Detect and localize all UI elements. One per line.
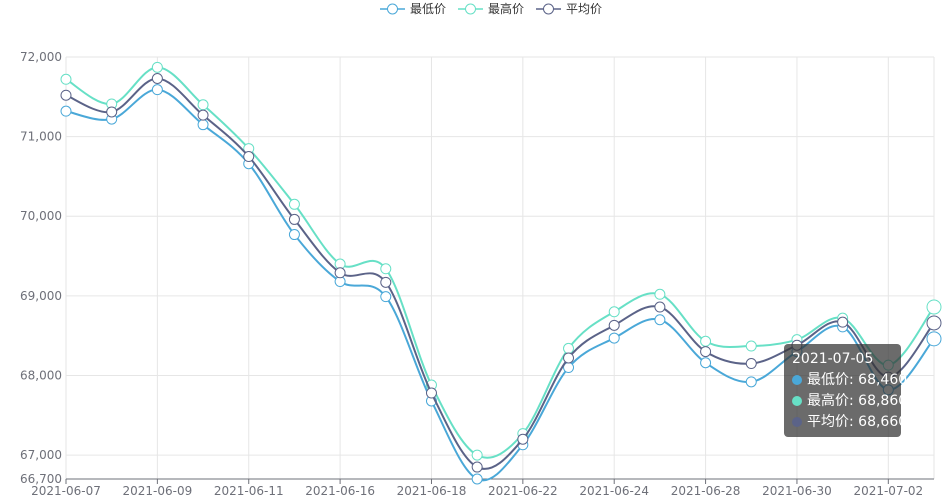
legend-label: 平均价: [566, 2, 602, 16]
x-tick-label: 2021-06-11: [214, 484, 284, 497]
tooltip-row-avg: 平均价: 68,660: [792, 412, 907, 433]
legend-marker: [465, 3, 476, 15]
tooltip-title: 2021-07-05: [792, 351, 874, 367]
data-point[interactable]: [608, 306, 620, 318]
data-point[interactable]: [106, 106, 118, 118]
data-point[interactable]: [563, 352, 575, 364]
x-tick-label: 2021-07-02: [853, 484, 923, 497]
legend-item[interactable]: 最低价: [380, 2, 446, 16]
y-tick-label: 71,000: [20, 130, 62, 144]
data-point[interactable]: [654, 301, 666, 313]
data-point[interactable]: [608, 319, 620, 331]
data-point[interactable]: [197, 99, 209, 111]
x-tick-label: 2021-06-24: [579, 484, 649, 497]
x-tick-label: 2021-06-30: [762, 484, 832, 497]
y-tick-label: 70,000: [20, 209, 62, 223]
legend-item[interactable]: 平均价: [536, 2, 602, 16]
series-color-dot: [792, 375, 802, 385]
data-point[interactable]: [517, 433, 529, 445]
series-color-dot: [792, 417, 802, 427]
data-point[interactable]: [380, 276, 392, 288]
data-point[interactable]: [471, 449, 483, 461]
data-point[interactable]: [471, 473, 483, 485]
data-point[interactable]: [425, 387, 437, 399]
tooltip-row-high: 最高价: 68,860: [792, 391, 907, 412]
x-tick-label: 2021-06-22: [488, 484, 558, 497]
legend-marker: [543, 3, 554, 15]
x-tick-label: 2021-06-18: [397, 484, 467, 497]
data-point[interactable]: [654, 288, 666, 300]
data-point[interactable]: [926, 331, 942, 347]
x-tick-label: 2021-06-16: [305, 484, 375, 497]
data-point[interactable]: [700, 357, 712, 369]
data-point[interactable]: [197, 109, 209, 121]
x-tick-label: 2021-06-28: [671, 484, 741, 497]
grid-layer: [65, 56, 935, 479]
y-tick-label: 69,000: [20, 289, 62, 303]
y-tick-label: 72,000: [20, 50, 62, 64]
x-tick-label: 2021-06-07: [31, 484, 101, 497]
data-point[interactable]: [288, 198, 300, 210]
data-point[interactable]: [471, 461, 483, 473]
data-point[interactable]: [654, 314, 666, 326]
data-point[interactable]: [151, 61, 163, 73]
data-point[interactable]: [60, 73, 72, 85]
data-point[interactable]: [837, 316, 849, 328]
y-tick-label: 66,700: [20, 472, 62, 486]
y-tick-label: 67,000: [20, 448, 62, 462]
series-layer: [60, 61, 942, 485]
data-point[interactable]: [563, 342, 575, 354]
x-tick-label: 2021-06-09: [122, 484, 192, 497]
data-point[interactable]: [60, 105, 72, 117]
data-point[interactable]: [151, 84, 163, 96]
data-point[interactable]: [608, 332, 620, 344]
data-point[interactable]: [243, 151, 255, 163]
series-color-dot: [792, 396, 802, 406]
data-point[interactable]: [197, 119, 209, 131]
data-point[interactable]: [745, 376, 757, 388]
legend-label: 最低价: [410, 2, 446, 16]
data-point[interactable]: [151, 72, 163, 84]
legend-marker: [387, 3, 398, 15]
y-tick-label: 68,000: [20, 368, 62, 382]
tooltip: 2021-07-05 最低价: 68,460 最高价: 68,860 平均价: …: [784, 344, 907, 437]
data-point[interactable]: [745, 340, 757, 352]
series-line: [65, 66, 935, 459]
legend-item[interactable]: 最高价: [458, 1, 524, 16]
tooltip-row-low: 最低价: 68,460: [792, 370, 907, 391]
data-point[interactable]: [288, 229, 300, 241]
data-point[interactable]: [926, 299, 942, 315]
data-point[interactable]: [700, 335, 712, 347]
data-point[interactable]: [380, 263, 392, 275]
data-point[interactable]: [926, 315, 942, 331]
data-point[interactable]: [700, 346, 712, 358]
legend-label: 最高价: [488, 1, 524, 16]
axis-layer: 66,700 67,000 68,000 69,000 70,000 71,000 72,0…: [20, 50, 934, 497]
data-point[interactable]: [745, 358, 757, 370]
data-point[interactable]: [380, 291, 392, 303]
data-point[interactable]: [334, 267, 346, 279]
data-point[interactable]: [60, 89, 72, 101]
data-point[interactable]: [288, 213, 300, 225]
legend[interactable]: 最低价 最高价 平均价: [380, 1, 602, 16]
